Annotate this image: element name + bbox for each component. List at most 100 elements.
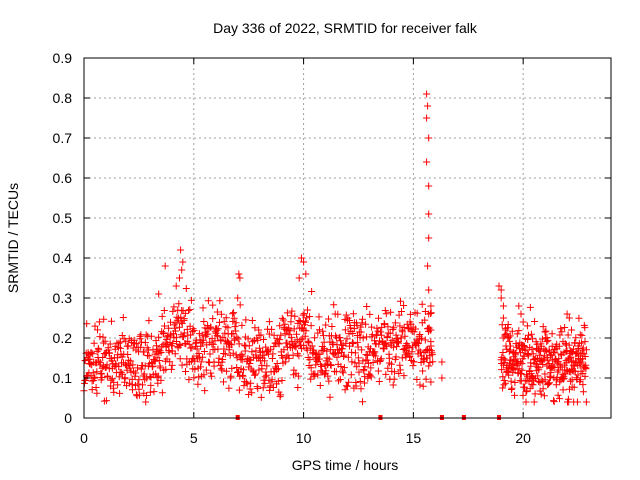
data-point xyxy=(117,344,124,352)
data-point xyxy=(418,300,426,308)
data-point xyxy=(193,345,201,353)
data-point xyxy=(182,285,190,292)
data-point xyxy=(149,362,157,370)
data-point xyxy=(561,340,569,348)
data-point xyxy=(307,375,315,383)
data-point xyxy=(582,365,590,373)
data-point xyxy=(279,316,287,324)
data-point xyxy=(236,274,244,282)
data-point xyxy=(416,331,424,338)
data-point xyxy=(527,370,535,378)
data-point xyxy=(270,331,278,339)
data-point xyxy=(540,352,548,360)
data-point xyxy=(581,353,589,360)
data-point xyxy=(281,358,289,366)
data-point xyxy=(135,391,143,399)
data-point xyxy=(315,355,323,363)
data-point xyxy=(570,362,578,370)
data-point xyxy=(400,302,408,309)
data-point xyxy=(569,348,577,356)
data-point xyxy=(145,317,153,325)
data-point xyxy=(240,366,247,374)
data-point xyxy=(131,372,139,380)
data-point xyxy=(283,309,291,317)
data-point xyxy=(382,370,390,378)
data-point xyxy=(362,351,370,359)
data-point xyxy=(209,340,217,348)
data-point xyxy=(420,349,428,356)
data-point xyxy=(263,362,271,370)
data-point xyxy=(544,357,552,365)
y-tick-label: 0.9 xyxy=(53,50,73,66)
data-point xyxy=(182,368,189,375)
data-point xyxy=(302,317,309,325)
y-tick-label: 0.1 xyxy=(53,370,73,386)
data-point xyxy=(150,388,158,396)
data-point xyxy=(578,331,586,339)
y-tick-label: 0.5 xyxy=(53,210,73,226)
data-point xyxy=(106,340,114,348)
data-point xyxy=(167,365,175,373)
data-point xyxy=(285,354,293,362)
data-point xyxy=(315,313,323,321)
data-point xyxy=(358,346,366,354)
data-point xyxy=(270,343,278,351)
data-point xyxy=(157,376,165,384)
data-point xyxy=(300,310,308,318)
data-point xyxy=(359,315,366,323)
data-points xyxy=(80,90,590,406)
data-point xyxy=(178,266,186,274)
data-point xyxy=(116,389,124,397)
data-point xyxy=(261,357,269,365)
data-point xyxy=(215,354,223,362)
data-point xyxy=(200,318,208,325)
data-point xyxy=(305,338,313,346)
data-point xyxy=(179,258,187,266)
data-point xyxy=(499,314,507,322)
data-point xyxy=(541,376,549,384)
data-point xyxy=(233,354,241,362)
data-point xyxy=(231,323,239,331)
data-point xyxy=(186,306,194,314)
data-point xyxy=(135,376,143,384)
data-point xyxy=(529,350,537,358)
data-point xyxy=(429,358,437,366)
data-point xyxy=(355,368,363,376)
data-point xyxy=(401,345,408,353)
data-point xyxy=(94,326,101,334)
data-point xyxy=(375,378,383,385)
data-point xyxy=(527,330,535,338)
data-point xyxy=(396,366,404,374)
data-point xyxy=(216,361,224,369)
data-point xyxy=(541,328,549,336)
data-point xyxy=(101,337,109,345)
data-point xyxy=(519,391,527,399)
data-point xyxy=(342,339,350,347)
data-point xyxy=(335,377,342,385)
data-point xyxy=(300,258,308,266)
data-point xyxy=(565,341,573,349)
data-point xyxy=(536,351,544,359)
data-point xyxy=(548,330,556,338)
data-point xyxy=(564,331,572,339)
data-point xyxy=(327,361,334,369)
data-point xyxy=(325,315,332,323)
data-point xyxy=(180,315,188,323)
data-point xyxy=(143,392,150,399)
data-point xyxy=(579,346,586,354)
data-point xyxy=(526,385,534,393)
data-point xyxy=(498,321,506,329)
data-point xyxy=(556,331,564,339)
data-point xyxy=(176,341,184,349)
data-point xyxy=(217,310,225,318)
data-point xyxy=(143,374,151,382)
data-point xyxy=(396,361,404,369)
data-point xyxy=(280,346,288,354)
data-point xyxy=(546,372,554,380)
data-point xyxy=(87,349,95,357)
data-point xyxy=(377,328,385,336)
data-point xyxy=(554,391,562,399)
data-point xyxy=(349,310,357,318)
data-point xyxy=(98,364,106,372)
data-point xyxy=(201,387,209,395)
